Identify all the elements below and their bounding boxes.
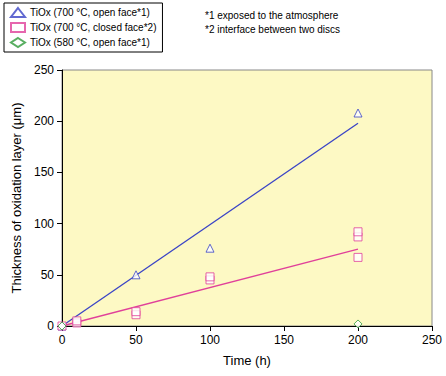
svg-text:*2 interface between two discs: *2 interface between two discs (205, 24, 340, 35)
svg-text:TiOx (700 °C, closed face*2): TiOx (700 °C, closed face*2) (30, 22, 156, 33)
svg-text:100: 100 (200, 333, 220, 347)
svg-text:250: 250 (422, 333, 442, 347)
svg-text:Time (h): Time (h) (223, 353, 271, 368)
svg-text:TiOx (700 °C, open face*1): TiOx (700 °C, open face*1) (30, 7, 150, 18)
svg-text:150: 150 (274, 333, 294, 347)
svg-text:200: 200 (348, 333, 368, 347)
svg-text:250: 250 (34, 63, 54, 77)
svg-text:200: 200 (34, 114, 54, 128)
svg-text:0: 0 (59, 333, 66, 347)
svg-text:150: 150 (34, 165, 54, 179)
svg-text:*1 exposed to the atmosphere: *1 exposed to the atmosphere (205, 10, 339, 21)
svg-text:50: 50 (41, 268, 55, 282)
svg-text:Thickness of oxidation layer (: Thickness of oxidation layer (μm) (9, 102, 24, 293)
svg-text:50: 50 (129, 333, 143, 347)
svg-text:0: 0 (47, 319, 54, 333)
svg-text:100: 100 (34, 217, 54, 231)
svg-text:TiOx (580 °C, open face*1): TiOx (580 °C, open face*1) (30, 37, 150, 48)
